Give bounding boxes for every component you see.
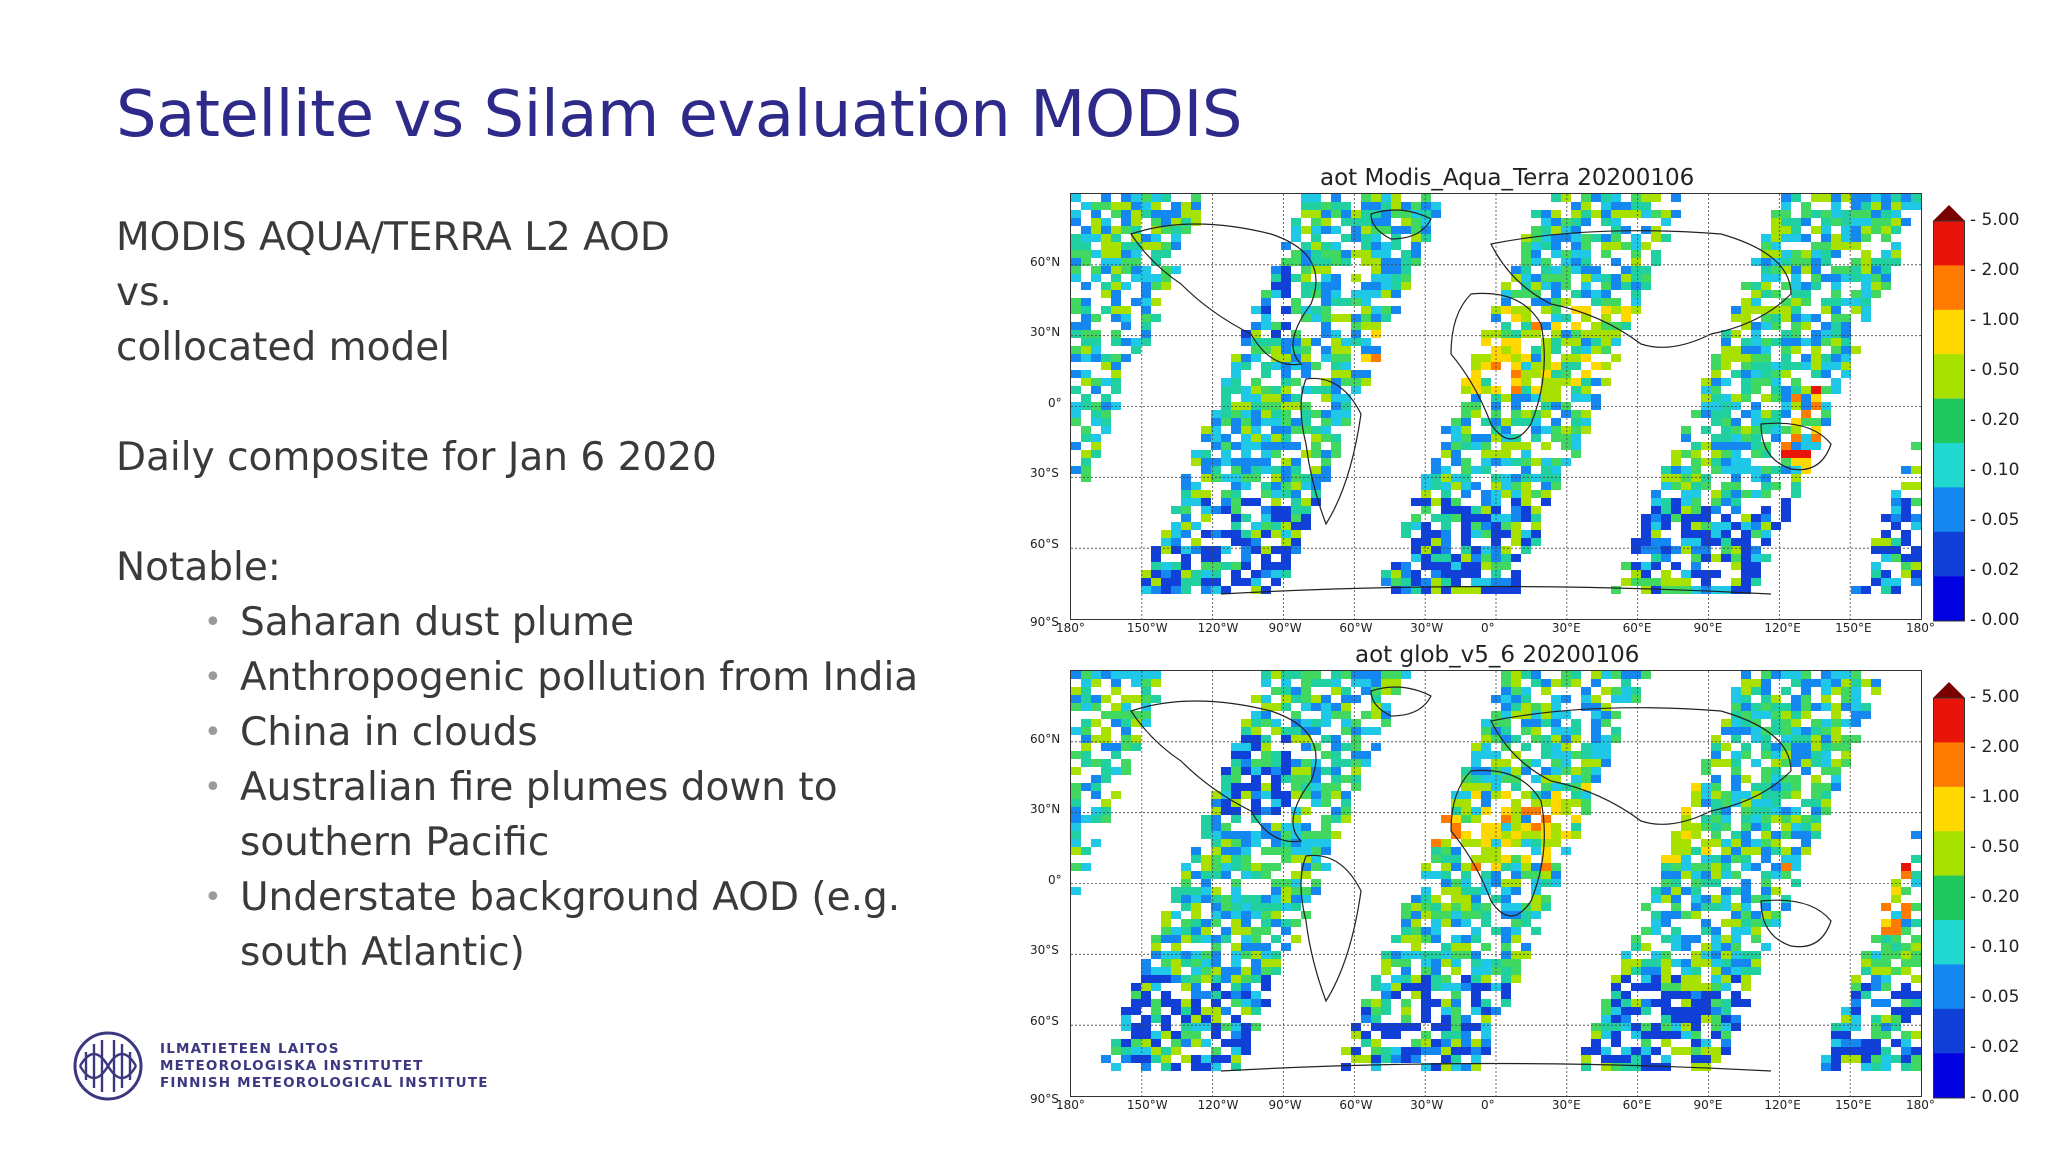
list-item: • Australian fire plumes down to southern… <box>204 760 1020 870</box>
body-line-2: vs. <box>116 270 172 315</box>
colorbar-tick: - 0.05 <box>1970 510 2020 530</box>
lon-label: 150°W <box>1126 1098 1168 1112</box>
colorbar-tick: - 0.00 <box>1970 610 2020 630</box>
lon-label: 180° <box>1056 1098 1085 1112</box>
body-line-1: MODIS AQUA/TERRA L2 AOD <box>116 215 670 260</box>
map-frame <box>1070 193 1922 620</box>
lat-label: 30°S <box>1030 943 1059 957</box>
colorbar-tick: - 0.02 <box>1970 1037 2020 1057</box>
map-panel-model: aot glob_v5_6 20200106 60°N 30°N 0° 30°S… <box>1030 642 2040 1122</box>
fmi-logo: ILMATIETEEN LAITOS METEOROLOGISKA INSTIT… <box>72 1030 489 1102</box>
lon-label: 30°E <box>1551 1098 1581 1112</box>
lon-label: 60°W <box>1339 621 1373 635</box>
slide-body: MODIS AQUA/TERRA L2 AOD vs. collocated m… <box>116 210 1016 980</box>
lon-label: 90°W <box>1268 621 1302 635</box>
bullet-icon: • <box>204 770 222 805</box>
lat-label: 30°N <box>1030 802 1061 816</box>
lon-label: 150°E <box>1835 1098 1872 1112</box>
lon-label: 120°W <box>1197 1098 1239 1112</box>
lat-label: 0° <box>1048 396 1062 410</box>
logo-line-1: ILMATIETEEN LAITOS <box>160 1040 340 1057</box>
colorbar-tick: - 0.50 <box>1970 837 2020 857</box>
fmi-emblem-icon <box>73 1031 143 1101</box>
lon-label: 90°E <box>1693 1098 1723 1112</box>
lon-label: 60°E <box>1622 621 1652 635</box>
lon-label: 30°W <box>1410 1098 1444 1112</box>
map-title: aot glob_v5_6 20200106 <box>1355 642 1640 668</box>
lat-label: 90°S <box>1030 615 1059 629</box>
lon-label: 180° <box>1056 621 1085 635</box>
colorbar-tick: - 0.05 <box>1970 987 2020 1007</box>
lat-label: 60°N <box>1030 732 1061 746</box>
logo-line-3: FINNISH METEOROLOGICAL INSTITUTE <box>160 1074 489 1091</box>
lon-label: 120°E <box>1764 621 1801 635</box>
lon-label: 90°W <box>1268 1098 1302 1112</box>
colorbar-tick: - 1.00 <box>1970 310 2020 330</box>
lon-label: 120°E <box>1764 1098 1801 1112</box>
lat-label: 60°S <box>1030 1014 1059 1028</box>
aod-map-image <box>1071 194 1921 619</box>
body-line-4: Daily composite for Jan 6 2020 <box>116 435 717 480</box>
lat-label: 0° <box>1048 873 1062 887</box>
list-item: • Anthropogenic pollution from India <box>204 650 1020 705</box>
colorbar <box>1933 682 1965 1099</box>
colorbar-tick: - 5.00 <box>1970 687 2020 707</box>
notable-list: • Saharan dust plume • Anthropogenic pollu… <box>116 595 1016 980</box>
list-item: • China in clouds <box>204 705 1020 760</box>
map-frame <box>1070 670 1922 1097</box>
lon-label: 30°E <box>1551 621 1581 635</box>
colorbar-tick: - 0.02 <box>1970 560 2020 580</box>
lon-label: 180° <box>1906 621 1935 635</box>
colorbar-tick: - 0.10 <box>1970 937 2020 957</box>
bullet-icon: • <box>204 660 222 695</box>
lon-label: 90°E <box>1693 621 1723 635</box>
logo-line-2: METEOROLOGISKA INSTITUTET <box>160 1057 424 1074</box>
colorbar-tick: - 1.00 <box>1970 787 2020 807</box>
lon-label: 30°W <box>1410 621 1444 635</box>
lat-label: 90°S <box>1030 1092 1059 1106</box>
lon-label: 0° <box>1481 1098 1495 1112</box>
lon-label: 60°E <box>1622 1098 1652 1112</box>
colorbar-tick: - 5.00 <box>1970 210 2020 230</box>
lon-label: 60°W <box>1339 1098 1373 1112</box>
bullet-icon: • <box>204 715 222 750</box>
lon-label: 180° <box>1906 1098 1935 1112</box>
map-title: aot Modis_Aqua_Terra 20200106 <box>1320 165 1695 191</box>
colorbar-tick: - 0.10 <box>1970 460 2020 480</box>
lat-label: 60°S <box>1030 537 1059 551</box>
slide-title: Satellite vs Silam evaluation MODIS <box>116 78 1242 152</box>
colorbar-scale <box>1933 682 1965 1099</box>
colorbar-tick: - 0.00 <box>1970 1087 2020 1107</box>
colorbar-tick: - 0.20 <box>1970 887 2020 907</box>
bullet-icon: • <box>204 880 222 915</box>
colorbar-scale <box>1933 205 1965 622</box>
colorbar-tick: - 0.20 <box>1970 410 2020 430</box>
colorbar <box>1933 205 1965 622</box>
aod-map-image <box>1071 671 1921 1096</box>
body-line-5: Notable: <box>116 545 281 590</box>
map-panel-satellite: aot Modis_Aqua_Terra 20200106 60°N 30°N … <box>1030 165 2040 645</box>
lat-label: 30°S <box>1030 466 1059 480</box>
lat-label: 60°N <box>1030 255 1061 269</box>
lon-label: 150°W <box>1126 621 1168 635</box>
bullet-icon: • <box>204 605 222 640</box>
lon-label: 0° <box>1481 621 1495 635</box>
lat-label: 30°N <box>1030 325 1061 339</box>
colorbar-tick: - 0.50 <box>1970 360 2020 380</box>
colorbar-tick: - 2.00 <box>1970 737 2020 757</box>
body-line-3: collocated model <box>116 325 451 370</box>
colorbar-tick: - 2.00 <box>1970 260 2020 280</box>
list-item: • Saharan dust plume <box>204 595 1020 650</box>
lon-label: 150°E <box>1835 621 1872 635</box>
lon-label: 120°W <box>1197 621 1239 635</box>
list-item: • Understate background AOD (e.g. south A… <box>204 870 1020 980</box>
